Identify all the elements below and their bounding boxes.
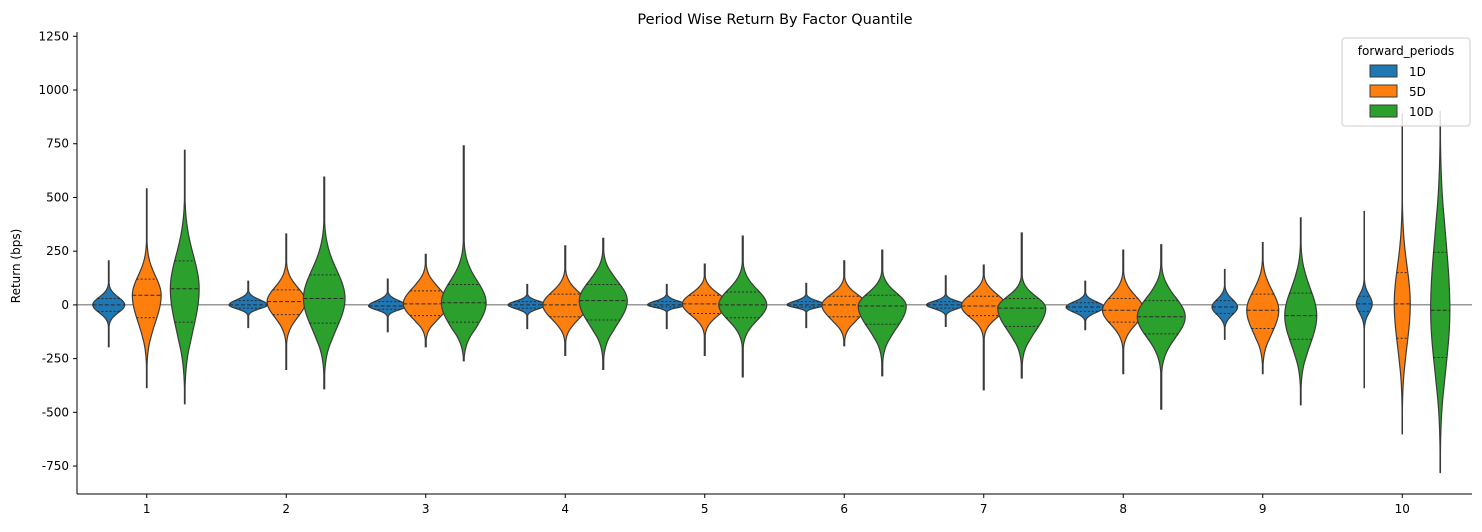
- y-tick-label: 1250: [38, 29, 69, 43]
- violin-body: [1284, 217, 1318, 406]
- violin-1D-q5: [646, 283, 687, 330]
- legend-label-1D: 1D: [1409, 65, 1426, 79]
- legend: forward_periods 1D 5D 10D: [1341, 37, 1471, 127]
- y-tick-label: 1000: [38, 83, 69, 97]
- violin-1D-q3: [368, 278, 408, 333]
- legend-swatch-10D: [1369, 104, 1398, 118]
- violin-5D-q1: [131, 188, 162, 389]
- violin-5D-q2: [266, 233, 307, 370]
- plot-area: -750 -500 -250 0 250 500 750 1000 1250 1 2 3 4 5 6 7 8 9 1…: [38, 29, 1472, 516]
- violin-body: [926, 275, 966, 327]
- violin-10D-q10: [1430, 110, 1451, 474]
- violin-body: [1211, 268, 1239, 340]
- chart-title: Period Wise Return By Factor Quantile: [637, 12, 912, 28]
- y-tick-label: 750: [46, 137, 69, 151]
- violin-10D-q9: [1284, 217, 1318, 406]
- violin-body: [507, 283, 548, 330]
- violin-body: [131, 188, 162, 389]
- violin-10D-q8: [1136, 244, 1186, 410]
- violin-body: [646, 283, 687, 330]
- y-tick-label: -750: [42, 459, 69, 473]
- violin-1D-q8: [1065, 280, 1106, 331]
- violin-1D-q4: [507, 283, 548, 330]
- violin-body: [997, 232, 1047, 379]
- y-tick-label: 500: [46, 190, 69, 204]
- violin-body: [578, 237, 628, 370]
- violin-body: [228, 280, 269, 329]
- violin-10D-q4: [578, 237, 628, 370]
- legend-title: forward_periods: [1358, 44, 1455, 58]
- violin-body: [1246, 241, 1280, 375]
- legend-label-10D: 10D: [1409, 105, 1434, 119]
- x-tick-label: 6: [840, 502, 848, 516]
- violin-10D-q6: [857, 249, 907, 377]
- violin-10D-q3: [440, 145, 487, 362]
- violin-body: [302, 176, 346, 390]
- violin-5D-q9: [1246, 241, 1280, 375]
- violin-1D-q2: [228, 280, 269, 329]
- violin-1D-q1: [92, 260, 126, 348]
- legend-frame: [1341, 37, 1471, 127]
- violin-1D-q6: [786, 282, 827, 329]
- violin-body: [681, 263, 728, 356]
- violin-10D-q5: [718, 235, 768, 378]
- violin-5D-q3: [402, 253, 449, 348]
- violin-5D-q10: [1393, 113, 1411, 435]
- x-tick-label: 2: [282, 502, 290, 516]
- violin-body: [368, 278, 408, 333]
- violin-10D-q1: [169, 149, 200, 405]
- violin-1D-q9: [1211, 268, 1239, 340]
- y-tick-label: 0: [61, 298, 69, 312]
- x-tick-label: 7: [980, 502, 988, 516]
- violin-body: [857, 249, 907, 377]
- x-tick-label: 9: [1259, 502, 1267, 516]
- x-tick-label: 4: [561, 502, 569, 516]
- legend-label-5D: 5D: [1409, 85, 1426, 99]
- violin-body: [440, 145, 487, 362]
- x-tick-label: 1: [143, 502, 151, 516]
- legend-swatch-1D: [1369, 64, 1398, 78]
- legend-swatch-5D: [1369, 84, 1398, 98]
- x-tick-label: 3: [422, 502, 430, 516]
- violin-body: [1393, 113, 1411, 435]
- violin-body: [542, 245, 589, 356]
- y-tick-label: 250: [46, 244, 69, 258]
- violin-body: [821, 260, 868, 347]
- violin-body: [718, 235, 768, 378]
- y-tick-label: -250: [42, 352, 69, 366]
- violin-body: [402, 253, 449, 348]
- violin-body: [169, 149, 200, 405]
- violin-1D-q10: [1355, 210, 1373, 389]
- violin-body: [1136, 244, 1186, 410]
- x-tick-label: 5: [701, 502, 709, 516]
- y-tick-label: -500: [42, 405, 69, 419]
- violin-10D-q7: [997, 232, 1047, 379]
- violin-body: [1355, 210, 1373, 389]
- violin-body: [92, 260, 126, 348]
- violin-body: [1065, 280, 1106, 331]
- violin-body: [1101, 249, 1145, 375]
- y-axis-label: Return (bps): [9, 229, 23, 303]
- violin-body: [960, 264, 1007, 391]
- violin-5D-q8: [1101, 249, 1145, 375]
- violin-10D-q2: [302, 176, 346, 390]
- violin-1D-q7: [926, 275, 966, 327]
- violin-body: [786, 282, 827, 329]
- x-tick-label: 10: [1395, 502, 1410, 516]
- x-tick-label: 8: [1119, 502, 1127, 516]
- violin-5D-q7: [960, 264, 1007, 391]
- violin-body: [1430, 110, 1451, 474]
